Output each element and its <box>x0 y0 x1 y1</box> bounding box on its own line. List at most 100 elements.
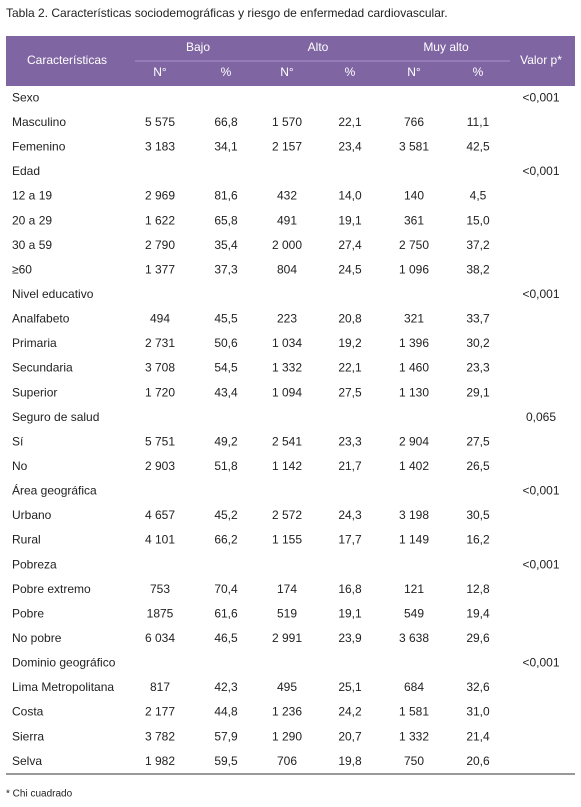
cell: 1 570 <box>272 115 302 129</box>
cell: 5 575 <box>145 115 175 129</box>
cell: 174 <box>277 582 297 596</box>
cell: 32,6 <box>466 680 490 694</box>
cell: 19,2 <box>338 336 362 350</box>
cell: 495 <box>277 680 297 694</box>
row-label: Rural <box>12 533 41 547</box>
cell: 1 130 <box>399 385 429 399</box>
cell: 519 <box>277 606 297 620</box>
cell: 22,1 <box>338 361 362 375</box>
cell: 5 751 <box>145 434 175 448</box>
cell: 34,1 <box>214 140 238 154</box>
footnote: * Chi cuadrado <box>6 789 73 800</box>
cell: 494 <box>150 312 170 326</box>
cell: 140 <box>404 189 424 203</box>
cell: 21,4 <box>466 729 490 743</box>
cell: 27,5 <box>338 385 362 399</box>
cell: 23,4 <box>338 140 362 154</box>
row-label: No pobre <box>12 631 62 645</box>
cell: 19,8 <box>338 754 362 768</box>
cell: 70,4 <box>214 582 238 596</box>
group-label: Sexo <box>12 90 40 104</box>
cell: 29,6 <box>466 631 490 645</box>
group-label: Seguro de salud <box>12 410 99 424</box>
header-cell: Características <box>27 53 107 67</box>
row-label: Urbano <box>12 508 52 522</box>
cell: 361 <box>404 213 424 227</box>
cell: 38,2 <box>466 262 490 276</box>
cell: 121 <box>404 582 424 596</box>
header-cell: Valor p* <box>520 53 562 67</box>
cell: 1 034 <box>272 336 302 350</box>
p-value: <0,001 <box>522 164 559 178</box>
group-label: Pobreza <box>12 557 57 571</box>
header-group: Alto <box>308 40 329 54</box>
cell: 1 402 <box>399 459 429 473</box>
cell: 1 377 <box>145 262 175 276</box>
row-label: Analfabeto <box>12 312 70 326</box>
cell: 35,4 <box>214 238 238 252</box>
cell: 22,1 <box>338 115 362 129</box>
p-value: 0,065 <box>526 410 556 424</box>
cell: 2 969 <box>145 189 175 203</box>
cell: 81,6 <box>214 189 238 203</box>
p-value: <0,001 <box>522 557 559 571</box>
cell: 3 198 <box>399 508 429 522</box>
group-label: Nivel educativo <box>12 287 94 301</box>
cell: 6 034 <box>145 631 175 645</box>
group-label: Edad <box>12 164 40 178</box>
cell: 51,8 <box>214 459 238 473</box>
header-subcolumn: % <box>221 65 232 79</box>
cell: 29,1 <box>466 385 490 399</box>
cell: 50,6 <box>214 336 238 350</box>
cell: 3 581 <box>399 140 429 154</box>
cell: 16,2 <box>466 533 490 547</box>
cell: 33,7 <box>466 312 490 326</box>
header-group: Muy alto <box>423 40 469 54</box>
cell: 19,4 <box>466 606 490 620</box>
group-label: Dominio geográfico <box>12 656 116 670</box>
cell: 54,5 <box>214 361 238 375</box>
header-subcolumn: N° <box>280 65 294 79</box>
cell: 46,5 <box>214 631 238 645</box>
header-subcolumn: % <box>345 65 356 79</box>
cell: 1 155 <box>272 533 302 547</box>
cell: 2 991 <box>272 631 302 645</box>
row-label: Superior <box>12 385 57 399</box>
table-title: Tabla 2. Características sociodemográfic… <box>6 6 448 20</box>
cell: 25,1 <box>338 680 362 694</box>
row-label: Lima Metropolitana <box>12 680 114 694</box>
row-label: 20 a 29 <box>12 213 52 227</box>
cell: 4 101 <box>145 533 175 547</box>
cell: 1 096 <box>399 262 429 276</box>
cell: 1875 <box>147 606 174 620</box>
cell: 17,7 <box>338 533 362 547</box>
cell: 2 541 <box>272 434 302 448</box>
cell: 14,0 <box>338 189 362 203</box>
header-subcolumn: % <box>473 65 484 79</box>
cell: 24,3 <box>338 508 362 522</box>
cell: 706 <box>277 754 297 768</box>
cell: 20,6 <box>466 754 490 768</box>
cell: 23,3 <box>466 361 490 375</box>
cell: 766 <box>404 115 424 129</box>
cell: 1 332 <box>399 729 429 743</box>
cell: 23,3 <box>338 434 362 448</box>
cell: 20,7 <box>338 729 362 743</box>
header-subcolumn: N° <box>153 65 167 79</box>
cell: 30,5 <box>466 508 490 522</box>
p-value: <0,001 <box>522 656 559 670</box>
row-label: Sierra <box>12 729 44 743</box>
p-value: <0,001 <box>522 90 559 104</box>
cell: 753 <box>150 582 170 596</box>
row-label: Pobre extremo <box>12 582 91 596</box>
p-value: <0,001 <box>522 287 559 301</box>
cell: 1 149 <box>399 533 429 547</box>
cell: 65,8 <box>214 213 238 227</box>
cell: 19,1 <box>338 213 362 227</box>
group-label: Área geográfica <box>12 483 97 498</box>
cell: 804 <box>277 262 297 276</box>
cell: 66,2 <box>214 533 238 547</box>
cell: 223 <box>277 312 297 326</box>
row-label: ≥60 <box>12 262 32 276</box>
